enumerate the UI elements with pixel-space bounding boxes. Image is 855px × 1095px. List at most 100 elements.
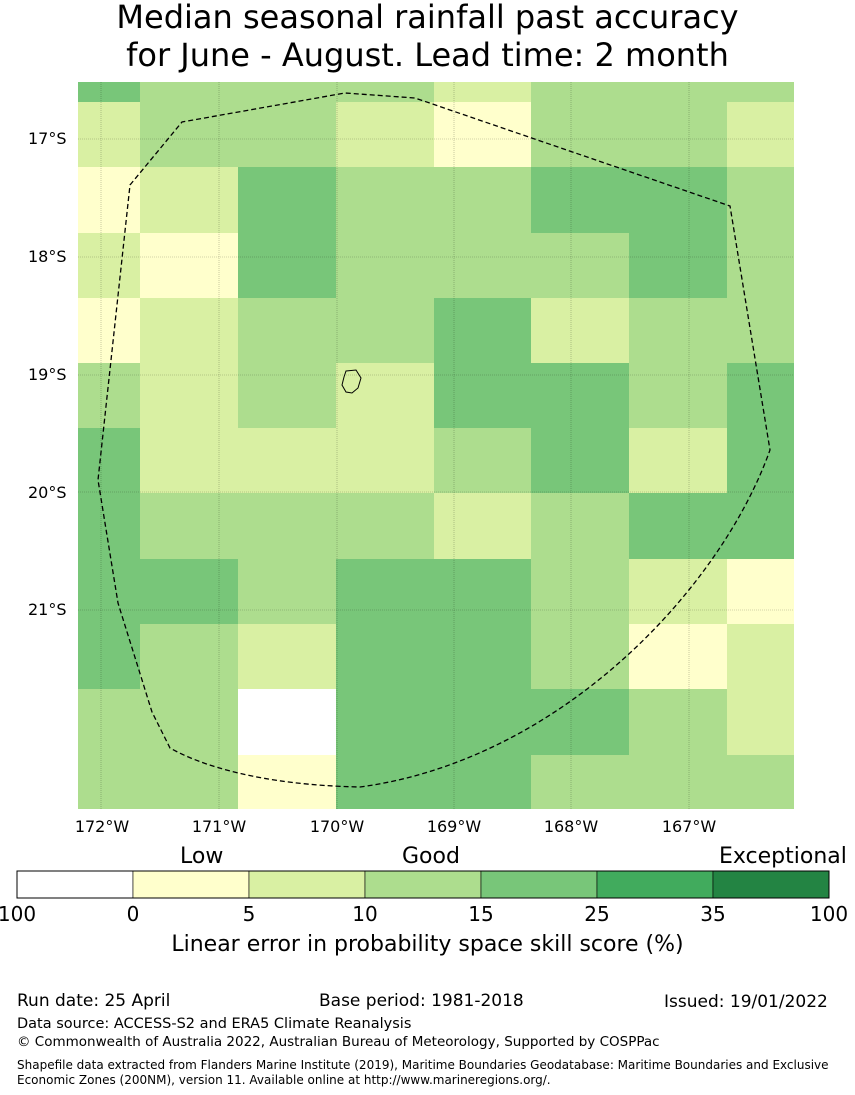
grid-cell <box>238 559 336 624</box>
chart-title-line2: for June - August. Lead time: 2 month <box>126 36 729 74</box>
grid-cell <box>140 363 238 428</box>
graticule <box>78 82 794 809</box>
grid-cell <box>78 559 140 624</box>
grid-cell <box>336 559 434 624</box>
colorbar-swatch <box>16 870 134 899</box>
grid-cell <box>78 755 140 809</box>
grid-cell <box>629 624 727 689</box>
grid-cell <box>727 689 794 755</box>
grid-cell <box>629 689 727 755</box>
grid-cell <box>434 559 531 624</box>
shapefile-credit-line2: Economic Zones (200NM), version 11. Avai… <box>17 1073 551 1087</box>
grid-cell <box>238 493 336 559</box>
grid-cell <box>629 755 727 809</box>
colorbar <box>16 870 830 899</box>
grid-cell <box>434 755 531 809</box>
grid-cell <box>629 102 727 167</box>
grid-cell <box>727 755 794 809</box>
grid-cell <box>336 298 434 363</box>
lon-label-171w: 171°W <box>191 817 247 836</box>
eez-boundary <box>97 92 771 788</box>
lon-label-169w: 169°W <box>426 817 482 836</box>
category-exceptional: Exceptional <box>719 844 847 869</box>
grid-cell <box>238 233 336 298</box>
grid-cell <box>727 493 794 559</box>
grid-cell <box>336 689 434 755</box>
grid-cell <box>140 624 238 689</box>
grid-cell <box>629 428 727 493</box>
colorbar-swatch <box>248 870 366 899</box>
grid-cell <box>531 298 629 363</box>
base-period: Base period: 1981-2018 <box>319 991 524 1011</box>
grid-cell <box>140 102 238 167</box>
colorbar-swatch <box>480 870 598 899</box>
lat-label-19s: 19°S <box>28 365 67 384</box>
grid-cell <box>531 428 629 493</box>
lon-label-167w: 167°W <box>661 817 717 836</box>
grid-cell <box>434 624 531 689</box>
grid-cell <box>727 624 794 689</box>
grid-cell <box>238 755 336 809</box>
colorbar-tick: 5 <box>242 902 256 926</box>
grid-cell <box>336 82 434 102</box>
grid-cell <box>336 167 434 233</box>
grid-cell <box>434 82 531 102</box>
colorbar-tick: 100 <box>809 902 849 926</box>
grid-cell <box>629 298 727 363</box>
grid-cell <box>78 298 140 363</box>
grid-cell <box>140 755 238 809</box>
grid-cell <box>78 689 140 755</box>
colorbar-tick: 15 <box>468 902 494 926</box>
grid-cell <box>531 167 629 233</box>
grid-cell <box>434 493 531 559</box>
island-outline <box>341 369 362 394</box>
grid-cell <box>727 428 794 493</box>
grid-cell <box>336 102 434 167</box>
grid-cell <box>629 363 727 428</box>
grid-cell <box>727 82 794 102</box>
grid-cell <box>238 624 336 689</box>
grid-cell <box>434 298 531 363</box>
grid-cell <box>434 689 531 755</box>
grid-cell <box>336 233 434 298</box>
colorbar-tick: 25 <box>584 902 610 926</box>
colorbar-swatch <box>364 870 482 899</box>
grid-cell <box>336 363 434 428</box>
lat-label-20s: 20°S <box>28 483 67 502</box>
colorbar-frame <box>16 870 830 899</box>
grid-cell <box>238 689 336 755</box>
grid-cell <box>238 363 336 428</box>
grid-cell <box>629 559 727 624</box>
lat-label-21s: 21°S <box>28 600 67 619</box>
grid-cell <box>531 559 629 624</box>
grid-cell <box>434 363 531 428</box>
grid-cell <box>336 428 434 493</box>
grid-cell <box>238 298 336 363</box>
chart-title-line1: Median seasonal rainfall past accuracy <box>116 0 739 36</box>
grid-cell <box>434 233 531 298</box>
grid-cell <box>629 82 727 102</box>
grid-cell <box>727 559 794 624</box>
lat-label-18s: 18°S <box>28 247 67 266</box>
grid-cell <box>727 102 794 167</box>
grid-cell <box>140 167 238 233</box>
grid-cell <box>434 102 531 167</box>
grid-cell <box>78 624 140 689</box>
colorbar-tick: 10 <box>352 902 378 926</box>
grid-cell <box>336 493 434 559</box>
grid-cell <box>238 167 336 233</box>
colorbar-label: Linear error in probability space skill … <box>171 932 684 957</box>
grid-cell <box>434 167 531 233</box>
lon-label-170w: 170°W <box>309 817 365 836</box>
grid-cell <box>78 102 140 167</box>
grid-cell <box>238 428 336 493</box>
grid-cell <box>531 624 629 689</box>
lon-label-172w: 172°W <box>74 817 130 836</box>
grid-cell <box>629 167 727 233</box>
run-date: Run date: 25 April <box>17 991 171 1011</box>
grid-cell <box>629 493 727 559</box>
grid-cell <box>531 82 629 102</box>
grid-cell <box>140 559 238 624</box>
grid-cell <box>727 233 794 298</box>
